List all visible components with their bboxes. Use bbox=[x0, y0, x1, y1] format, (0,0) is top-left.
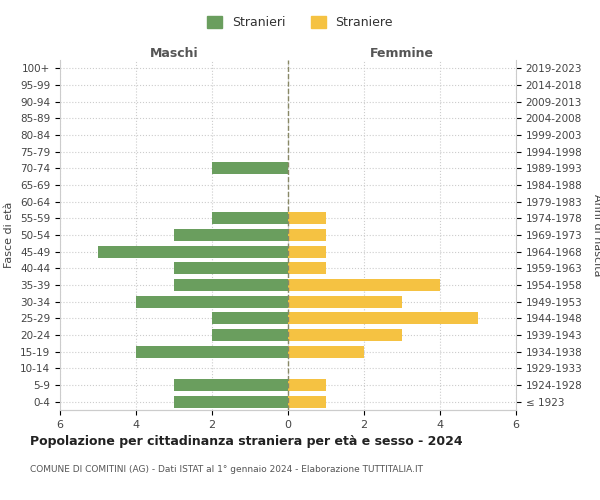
Bar bbox=[288, 262, 326, 274]
Bar bbox=[288, 212, 326, 224]
Bar bbox=[288, 246, 326, 258]
Bar bbox=[212, 162, 288, 174]
Bar bbox=[98, 246, 288, 258]
Text: Maschi: Maschi bbox=[149, 47, 199, 60]
Bar bbox=[288, 329, 402, 341]
Bar bbox=[288, 279, 440, 291]
Bar bbox=[288, 296, 402, 308]
Bar bbox=[174, 229, 288, 241]
Bar bbox=[174, 279, 288, 291]
Bar bbox=[212, 329, 288, 341]
Bar bbox=[136, 296, 288, 308]
Bar bbox=[212, 212, 288, 224]
Bar bbox=[288, 312, 478, 324]
Bar bbox=[174, 262, 288, 274]
Legend: Stranieri, Straniere: Stranieri, Straniere bbox=[202, 11, 398, 34]
Bar bbox=[174, 396, 288, 407]
Bar bbox=[288, 379, 326, 391]
Bar bbox=[136, 346, 288, 358]
Bar bbox=[174, 379, 288, 391]
Text: COMUNE DI COMITINI (AG) - Dati ISTAT al 1° gennaio 2024 - Elaborazione TUTTITALI: COMUNE DI COMITINI (AG) - Dati ISTAT al … bbox=[30, 465, 423, 474]
Y-axis label: Fasce di età: Fasce di età bbox=[4, 202, 14, 268]
Y-axis label: Anni di nascita: Anni di nascita bbox=[592, 194, 600, 276]
Text: Popolazione per cittadinanza straniera per età e sesso - 2024: Popolazione per cittadinanza straniera p… bbox=[30, 435, 463, 448]
Text: Femmine: Femmine bbox=[370, 47, 434, 60]
Bar bbox=[212, 312, 288, 324]
Bar bbox=[288, 346, 364, 358]
Bar bbox=[288, 396, 326, 407]
Bar bbox=[288, 229, 326, 241]
